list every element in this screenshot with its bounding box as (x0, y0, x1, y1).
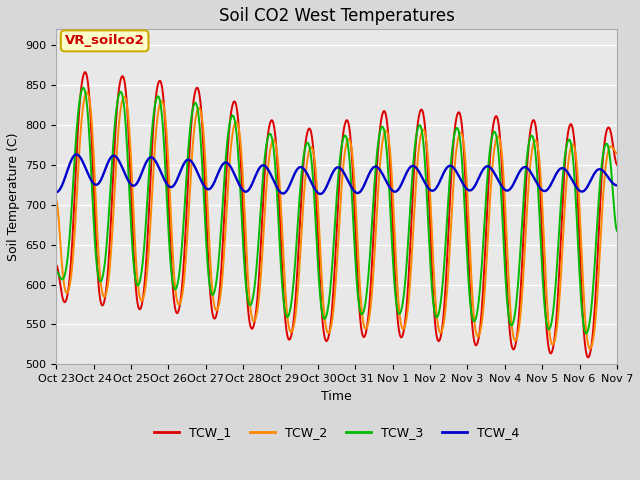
TCW_3 (271, 159, 278, 165)
TCW_2 (222, 220, 230, 226)
TCW_3 (582, 331, 590, 336)
TCW_4 (613, 182, 621, 188)
TCW_3 (119, 95, 127, 100)
TCW_4 (52, 190, 60, 195)
TCW_3 (613, 228, 621, 234)
TCW_3 (396, 311, 403, 317)
X-axis label: Time: Time (321, 390, 352, 403)
Title: Soil CO2 West Temperatures: Soil CO2 West Temperatures (219, 7, 454, 25)
Y-axis label: Soil Temperature (C): Soil Temperature (C) (7, 132, 20, 261)
Line: TCW_2: TCW_2 (56, 93, 617, 348)
TCW_2 (427, 200, 435, 205)
TCW_1 (52, 262, 60, 268)
TCW_2 (119, 96, 127, 101)
TCW_3 (250, 290, 257, 296)
Line: TCW_3: TCW_3 (56, 88, 617, 334)
TCW_1 (250, 323, 257, 329)
TCW_2 (586, 346, 594, 351)
TCW_4 (72, 152, 80, 157)
TCW_4 (271, 180, 278, 186)
TCW_2 (271, 139, 278, 144)
Legend: TCW_1, TCW_2, TCW_3, TCW_4: TCW_1, TCW_2, TCW_3, TCW_4 (149, 421, 524, 444)
TCW_3 (52, 268, 60, 274)
TCW_1 (271, 129, 278, 135)
Text: VR_soilco2: VR_soilco2 (65, 35, 145, 48)
TCW_4 (316, 191, 324, 197)
TCW_1 (584, 355, 592, 360)
TCW_4 (396, 184, 404, 190)
TCW_1 (427, 234, 435, 240)
TCW_4 (428, 188, 435, 193)
TCW_3 (222, 154, 230, 159)
TCW_4 (119, 166, 127, 172)
TCW_4 (250, 178, 257, 183)
TCW_2 (613, 150, 621, 156)
Line: TCW_1: TCW_1 (56, 72, 617, 358)
TCW_1 (396, 328, 403, 334)
TCW_3 (427, 264, 435, 270)
TCW_4 (222, 160, 230, 166)
TCW_2 (396, 306, 403, 312)
TCW_3 (79, 85, 87, 91)
TCW_1 (119, 73, 127, 79)
TCW_1 (613, 162, 621, 168)
TCW_1 (222, 180, 230, 185)
TCW_2 (52, 198, 60, 204)
TCW_1 (81, 69, 89, 75)
TCW_2 (83, 90, 91, 96)
TCW_2 (250, 318, 257, 324)
Line: TCW_4: TCW_4 (56, 155, 617, 194)
